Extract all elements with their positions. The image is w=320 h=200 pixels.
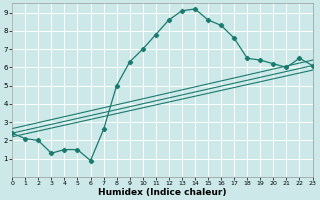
X-axis label: Humidex (Indice chaleur): Humidex (Indice chaleur) [98, 188, 227, 197]
